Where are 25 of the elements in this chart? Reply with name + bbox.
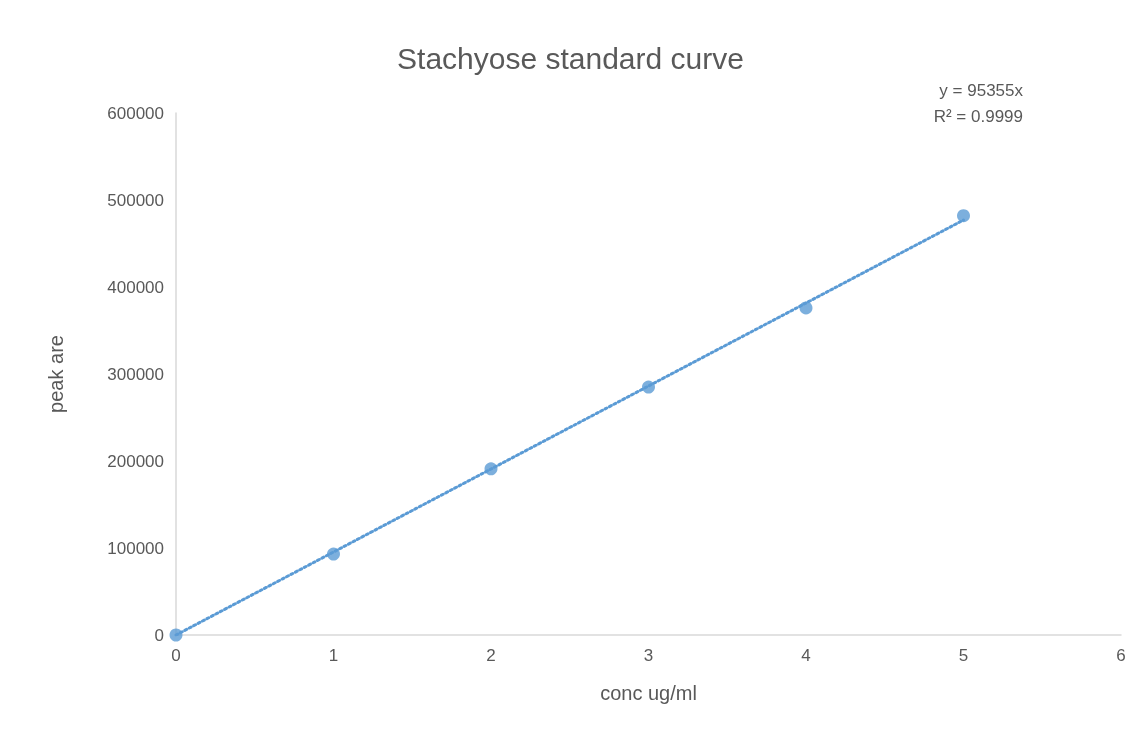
y-tick-label: 300000 bbox=[107, 364, 164, 384]
point bbox=[327, 547, 340, 561]
y-tick-label: 500000 bbox=[107, 190, 164, 210]
text: y = 95355x bbox=[939, 81, 1024, 100]
chart-title: Stachyose standard curve bbox=[397, 41, 744, 75]
x-tick-label: 2 bbox=[486, 646, 496, 665]
x-tick-label: 1 bbox=[328, 646, 339, 665]
y-axis-title: peak are bbox=[45, 335, 67, 413]
y-tick-label: 0 bbox=[154, 625, 164, 645]
x-tick-label: 6 bbox=[1116, 646, 1126, 665]
x-axis-title: conc ug/ml bbox=[600, 682, 697, 704]
x-tick-label: 5 bbox=[958, 646, 969, 665]
x-tick-label: 0 bbox=[171, 646, 181, 665]
x-tick-label: 3 bbox=[643, 646, 654, 665]
point bbox=[642, 380, 655, 394]
annotation: R² = 0.9999 bbox=[933, 107, 1023, 126]
point bbox=[799, 301, 813, 315]
y-tick-label: 600000 bbox=[107, 103, 164, 123]
point bbox=[957, 209, 970, 223]
point bbox=[169, 628, 183, 642]
y-tick-label: 100000 bbox=[107, 538, 164, 558]
y-tick-label: 200000 bbox=[107, 451, 164, 471]
y-tick-label: 400000 bbox=[107, 277, 164, 297]
x-tick-label: 4 bbox=[801, 646, 811, 665]
point bbox=[484, 462, 498, 476]
